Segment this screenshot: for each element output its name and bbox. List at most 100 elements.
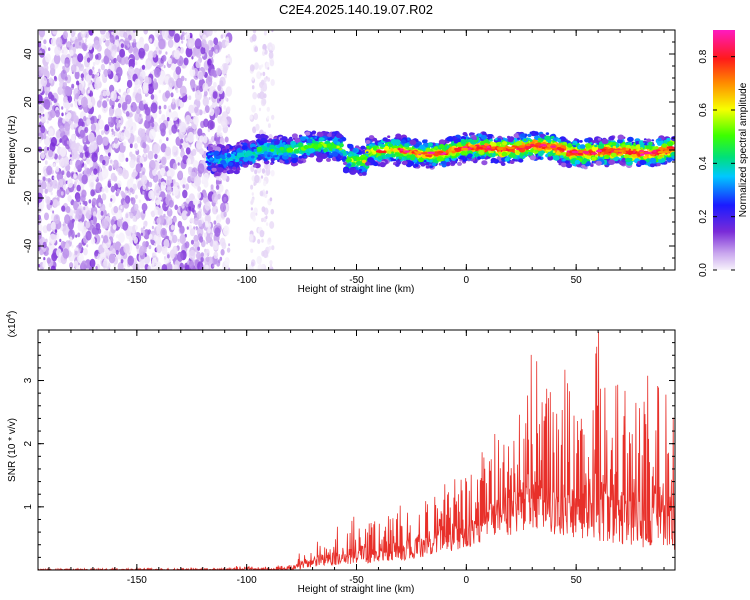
noise-cell — [185, 147, 191, 155]
noise-cell — [43, 39, 47, 45]
noise-cell — [223, 196, 227, 202]
signal-cell — [646, 138, 652, 143]
noise-cell — [103, 55, 110, 65]
signal-cell — [348, 158, 351, 161]
signal-cell — [361, 171, 367, 176]
noise-cell — [172, 145, 177, 153]
noise-cell — [158, 89, 161, 94]
noise-cell — [208, 49, 214, 57]
signal-cell — [648, 141, 653, 146]
signal-cell — [597, 137, 602, 141]
noise-cell — [215, 67, 222, 76]
noise-cell — [194, 106, 199, 114]
signal-cell — [579, 144, 586, 149]
noise-cell — [188, 95, 192, 100]
noise-cell — [187, 131, 195, 143]
signal-cell — [379, 162, 386, 168]
noise-cell — [170, 92, 174, 98]
signal-cell — [423, 160, 427, 163]
noise-cell — [91, 152, 98, 163]
noise-cell — [73, 115, 79, 124]
signal-cell — [304, 131, 311, 136]
noise-cell — [185, 46, 193, 58]
noise-cell — [50, 221, 56, 230]
signal-cell — [425, 165, 430, 169]
noise-cell — [42, 241, 47, 249]
signal-cell — [671, 136, 675, 142]
signal-cell — [355, 161, 362, 166]
noise-cell — [143, 247, 147, 253]
signal-cell — [235, 159, 239, 163]
noise-cell — [188, 104, 195, 114]
noise-cell — [201, 39, 207, 48]
noise-cell — [193, 217, 199, 226]
noise-cell — [226, 106, 231, 113]
signal-cell — [392, 158, 397, 162]
signal-cell — [318, 147, 322, 150]
noise-cell — [154, 185, 161, 197]
noise-cell — [69, 154, 72, 158]
signal-cell — [491, 151, 494, 154]
signal-cell — [544, 135, 551, 141]
signal-cell — [274, 155, 278, 158]
noise-cell — [191, 56, 194, 60]
noise-cell — [221, 171, 228, 181]
signal-cell — [460, 139, 467, 145]
noise-cell — [108, 165, 113, 172]
noise-cell — [40, 125, 46, 134]
noise-cell — [113, 264, 116, 268]
noise-cell — [92, 61, 96, 67]
noise-cell — [96, 100, 102, 108]
noise-cell — [50, 192, 53, 196]
noise-cell — [217, 183, 224, 193]
noise-cell — [65, 206, 71, 214]
noise-cell — [38, 264, 41, 268]
noise-cell — [259, 229, 265, 238]
noise-cell — [258, 107, 262, 112]
noise-cell — [205, 248, 210, 257]
noise-cell — [127, 74, 131, 81]
signal-cell — [360, 145, 366, 150]
noise-cell — [102, 90, 107, 97]
noise-cell — [204, 143, 208, 149]
noise-cell — [152, 168, 157, 176]
noise-cell — [40, 152, 45, 160]
noise-cell — [46, 223, 52, 232]
noise-cell — [191, 207, 195, 213]
noise-cell — [172, 186, 179, 197]
noise-cell — [190, 239, 195, 245]
signal-cell — [501, 151, 508, 157]
noise-cell — [228, 267, 231, 270]
noise-cell — [93, 40, 100, 50]
noise-cell — [267, 66, 270, 70]
noise-cell — [90, 141, 97, 152]
noise-cell — [260, 72, 263, 76]
noise-cell — [215, 49, 218, 54]
noise-cell — [215, 138, 220, 146]
noise-cell — [203, 232, 207, 238]
signal-cell — [306, 138, 313, 144]
noise-cell — [217, 259, 221, 264]
noise-cell — [42, 134, 47, 140]
noise-cell — [135, 163, 142, 173]
signal-cell — [581, 160, 587, 165]
noise-cell — [80, 96, 88, 108]
signal-cell — [589, 142, 593, 145]
noise-cell — [115, 210, 123, 221]
noise-cell — [50, 136, 58, 147]
noise-cell — [255, 123, 260, 131]
noise-cell — [215, 214, 222, 224]
signal-cell — [566, 143, 573, 148]
figure-title: C2E4.2025.140.19.07.R02 — [279, 2, 433, 17]
noise-cell — [101, 193, 107, 201]
noise-cell — [180, 138, 184, 144]
noise-cell — [202, 96, 209, 107]
noise-cell — [196, 192, 202, 199]
noise-cell — [71, 244, 74, 248]
noise-cell — [213, 81, 217, 88]
noise-cell — [158, 178, 162, 184]
noise-cell — [109, 84, 115, 93]
signal-cell — [494, 138, 498, 141]
signal-cell — [317, 149, 321, 152]
